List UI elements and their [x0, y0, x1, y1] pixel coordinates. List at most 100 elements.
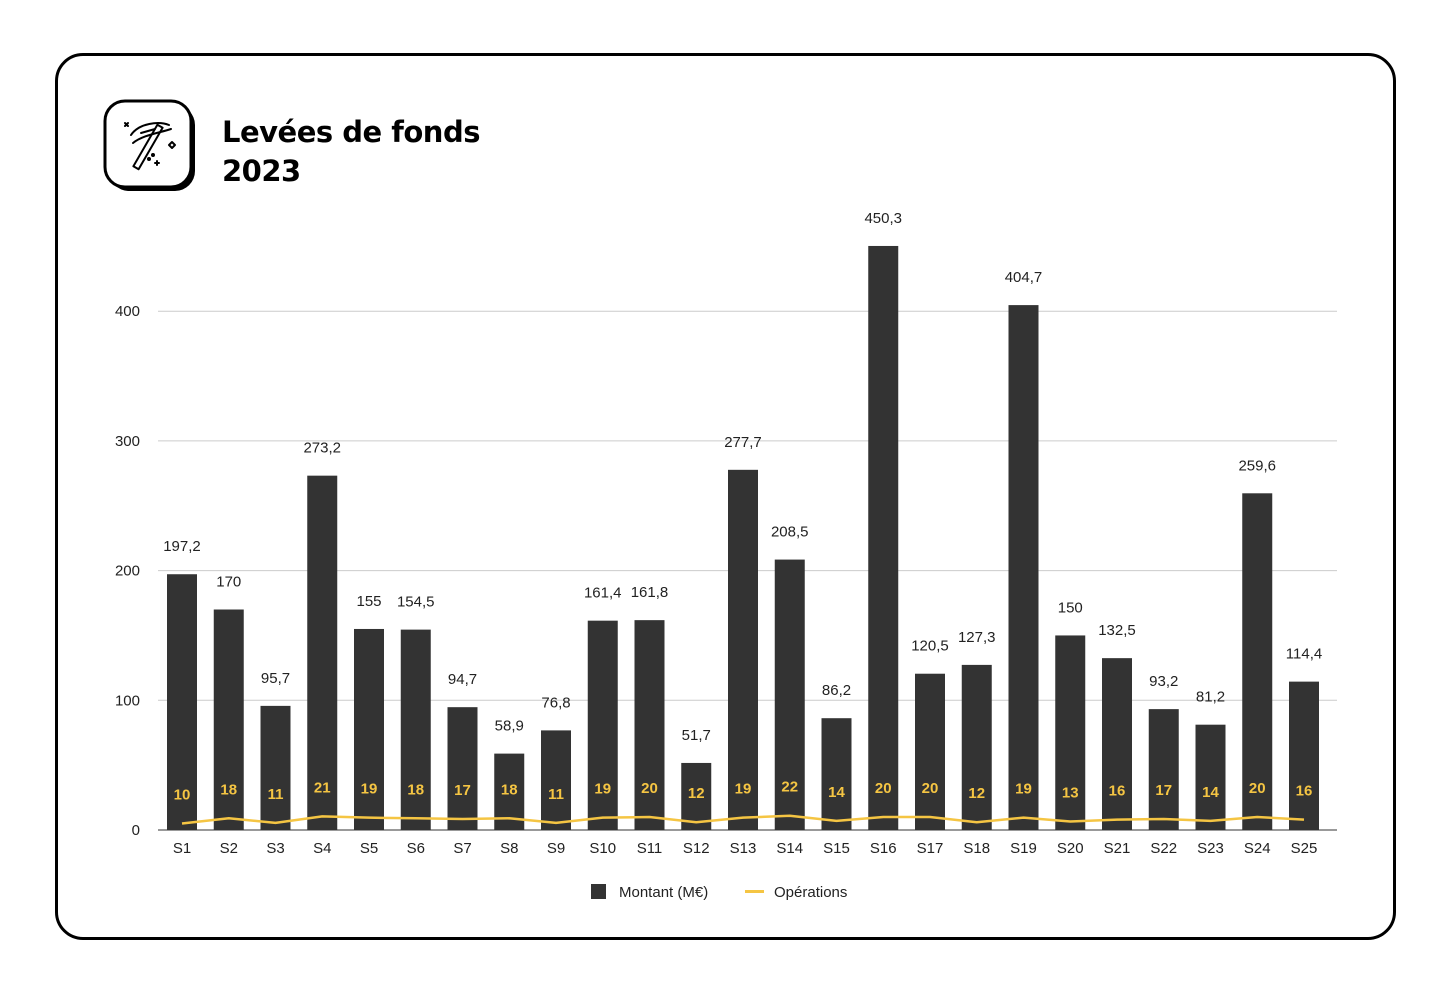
operations-value-label: 12 [968, 785, 985, 802]
operations-value-label: 19 [1015, 781, 1032, 798]
operations-value-label: 18 [220, 781, 237, 798]
operations-value-label: 17 [1155, 782, 1172, 799]
bar-s10 [587, 620, 618, 830]
bar-value-label: 127,3 [958, 629, 996, 646]
x-tick-label: S18 [963, 840, 990, 857]
x-tick-label: S9 [547, 840, 565, 857]
title-line-2: 2023 [222, 154, 301, 188]
operations-value-label: 21 [314, 779, 331, 796]
operations-value-label: 20 [641, 780, 658, 797]
x-tick-label: S2 [220, 840, 238, 857]
x-tick-label: S8 [500, 840, 518, 857]
bar-value-label: 95,7 [261, 670, 290, 687]
bar-s17 [915, 673, 945, 830]
x-tick-label: S14 [776, 840, 803, 857]
bar-s11 [634, 620, 665, 830]
x-tick-label: S19 [1010, 840, 1037, 857]
bar-value-label: 150 [1058, 599, 1083, 616]
bar-s12 [681, 762, 712, 830]
bar-value-label: 114,4 [1286, 646, 1322, 663]
bar-value-label: 259,6 [1238, 457, 1276, 474]
y-tick-label: 0 [132, 822, 140, 839]
operations-value-label: 18 [407, 781, 424, 798]
bar-value-label: 161,4 [584, 585, 622, 602]
y-tick-label: 300 [115, 433, 140, 450]
x-tick-label: S22 [1150, 840, 1177, 857]
operations-value-label: 19 [361, 781, 378, 798]
y-tick-label: 200 [115, 563, 140, 580]
operations-value-label: 14 [1202, 784, 1219, 801]
operations-value-label: 22 [781, 779, 798, 796]
bar-s14 [774, 559, 805, 830]
operations-value-label: 20 [922, 780, 939, 797]
bar-value-label: 170 [216, 574, 241, 591]
x-tick-label: S3 [266, 840, 284, 857]
x-tick-label: S16 [870, 840, 897, 857]
x-tick-label: S10 [589, 840, 616, 857]
bar-value-label: 277,7 [724, 434, 762, 451]
bar-value-label: 51,7 [682, 727, 711, 744]
operations-value-label: 12 [688, 785, 705, 802]
legend-swatch-montant [591, 884, 606, 899]
x-tick-label: S25 [1291, 840, 1318, 857]
bar-s24 [1242, 493, 1273, 830]
bar-value-label: 161,8 [631, 584, 669, 601]
bar-s2 [213, 609, 244, 830]
x-tick-label: S20 [1057, 840, 1084, 857]
bar-value-label: 76,8 [541, 694, 570, 711]
operations-value-label: 19 [735, 781, 752, 798]
bar-value-label: 132,5 [1098, 622, 1136, 639]
legend-label-operations: Opérations [774, 884, 847, 901]
x-tick-label: S13 [730, 840, 757, 857]
bar-s16 [868, 245, 899, 830]
bar-value-label: 273,2 [303, 440, 341, 457]
bar-s20 [1055, 635, 1086, 830]
bar-s4 [307, 475, 338, 830]
operations-value-label: 13 [1062, 785, 1079, 802]
title-line-1: Levées de fonds [222, 115, 480, 149]
bar-value-label: 155 [356, 593, 381, 610]
bar-value-label: 58,9 [495, 718, 524, 735]
x-tick-label: S6 [407, 840, 425, 857]
bar-value-label: 404,7 [1005, 269, 1043, 286]
x-tick-label: S4 [313, 840, 331, 857]
x-tick-label: S24 [1244, 840, 1271, 857]
bar-s23 [1195, 724, 1226, 830]
bar-value-label: 94,7 [448, 671, 477, 688]
bar-value-label: 93,2 [1149, 673, 1178, 690]
x-tick-label: S11 [637, 840, 663, 857]
operations-value-label: 19 [594, 781, 611, 798]
bar-s13 [728, 469, 758, 830]
bar-s5 [354, 628, 384, 830]
bar-s15 [821, 718, 852, 830]
bar-value-label: 120,5 [911, 638, 949, 655]
operations-value-label: 14 [828, 784, 845, 801]
y-tick-label: 400 [115, 303, 140, 320]
x-tick-label: S1 [173, 840, 191, 857]
bar-s9 [541, 730, 571, 830]
bar-s25 [1289, 681, 1319, 830]
bar-s6 [400, 629, 431, 830]
bar-s18 [961, 664, 992, 830]
operations-value-label: 17 [454, 782, 471, 799]
x-tick-label: S5 [360, 840, 378, 857]
bar-value-label: 86,2 [822, 682, 851, 699]
operations-value-label: 20 [1249, 780, 1266, 797]
bar-s19 [1008, 305, 1039, 830]
x-tick-label: S17 [917, 840, 944, 857]
bar-s1 [167, 574, 197, 830]
bar-value-label: 450,3 [864, 210, 902, 227]
magic-wand-icon [103, 99, 195, 191]
bar-s3 [260, 705, 291, 830]
chart-title: Levées de fonds 2023 [222, 113, 480, 191]
bar-s21 [1102, 658, 1132, 830]
y-tick-label: 100 [115, 692, 140, 709]
operations-value-label: 20 [875, 780, 892, 797]
x-tick-label: S23 [1197, 840, 1224, 857]
bar-s22 [1148, 709, 1179, 830]
legend-label-montant: Montant (M€) [619, 884, 708, 901]
bar-s7 [447, 707, 478, 830]
operations-value-label: 11 [268, 786, 284, 803]
bar-value-label: 197,2 [163, 538, 201, 555]
